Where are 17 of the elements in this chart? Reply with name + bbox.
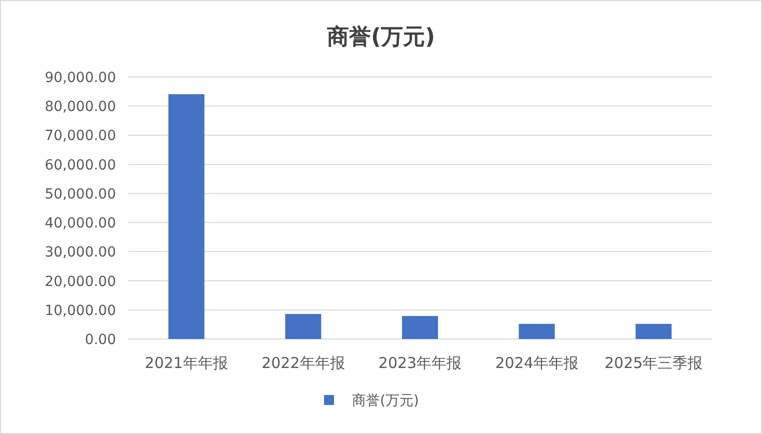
y-tick-label: 90,000.00 (44, 70, 116, 86)
chart-title: 商誉(万元) (326, 24, 436, 50)
x-tick-label: 2021年年报 (144, 354, 228, 372)
y-tick-label: 70,000.00 (44, 128, 116, 144)
x-tick-label: 2022年年报 (262, 354, 345, 372)
y-tick-label: 60,000.00 (44, 157, 116, 174)
y-tick-label: 10,000.00 (44, 302, 116, 319)
y-tick-label: 30,000.00 (44, 244, 116, 261)
x-tick-label: 2025年三季报 (604, 354, 703, 372)
y-tick-label: 20,000.00 (44, 274, 116, 290)
y-tick-label: 40,000.00 (44, 216, 116, 232)
x-tick-label: 2024年年报 (495, 354, 578, 372)
legend-label: 商誉(万元) (352, 393, 419, 409)
y-tick-label: 80,000.00 (44, 99, 116, 116)
x-tick-label: 2023年年报 (378, 354, 462, 372)
y-tick-label: 50,000.00 (44, 186, 116, 202)
y-tick-label: 0.00 (84, 332, 116, 348)
